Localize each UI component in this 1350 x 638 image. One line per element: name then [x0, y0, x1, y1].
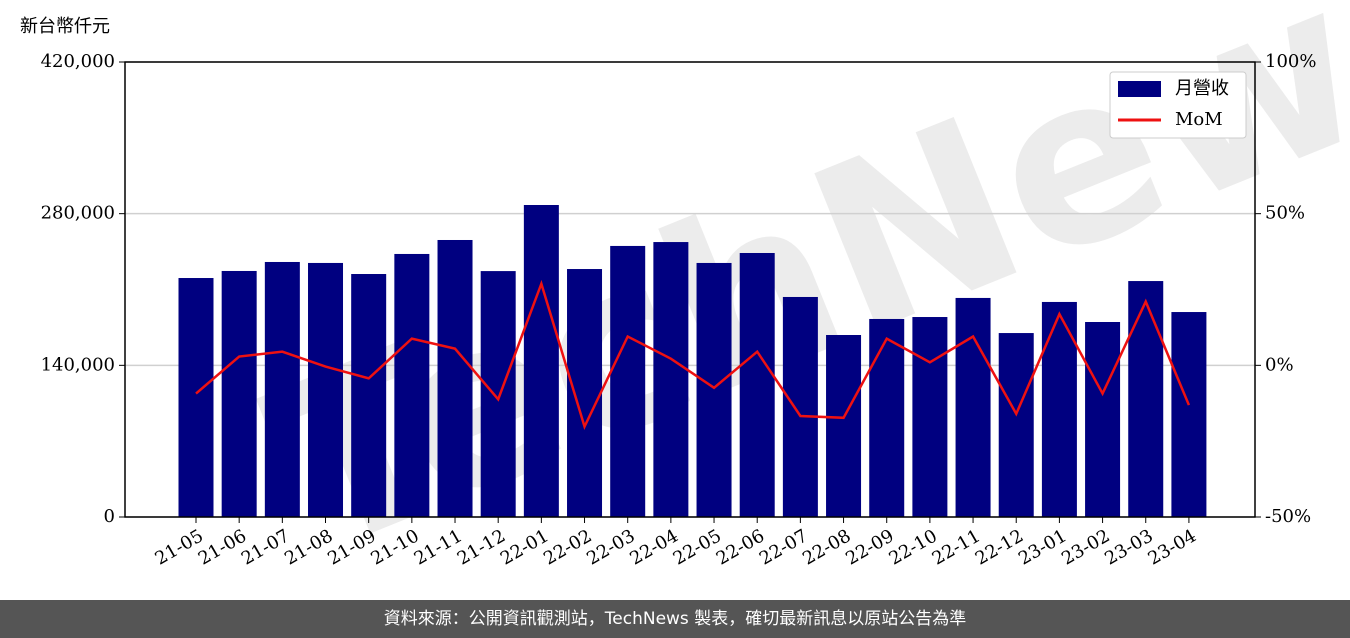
y2-tick-label: 0%	[1265, 354, 1294, 375]
bar	[437, 239, 473, 517]
x-tick-label: 23-01	[1015, 525, 1070, 569]
x-tick-label: 21-07	[238, 525, 293, 569]
x-tick-label: 22-03	[583, 525, 638, 569]
y-tick-label: 0	[104, 506, 115, 527]
x-tick-label: 21-06	[195, 525, 250, 569]
bar	[998, 333, 1034, 517]
bar	[1171, 312, 1207, 517]
y2-tick-label: 50%	[1265, 203, 1305, 224]
bar	[869, 318, 905, 517]
x-tick-label: 22-11	[929, 525, 984, 569]
y2-tick-label: -50%	[1265, 506, 1311, 527]
y2-tick-label: 100%	[1265, 51, 1316, 72]
x-tick-label: 22-05	[670, 525, 725, 569]
x-tick-label: 22-12	[972, 525, 1027, 569]
x-tick-label: 23-04	[1144, 525, 1199, 569]
bar	[308, 262, 344, 517]
bar	[826, 335, 862, 517]
bar	[610, 245, 646, 517]
x-tick-label: 23-03	[1101, 525, 1156, 569]
bar	[480, 271, 516, 517]
y-tick-label: 140,000	[41, 354, 115, 375]
bar	[221, 270, 257, 517]
legend-label: 月營收	[1175, 78, 1229, 99]
line	[195, 279, 1191, 431]
bar	[178, 278, 214, 517]
x-tick-label: 22-07	[756, 525, 811, 569]
chart: TechNews 新台幣仟元 0140,000280,000420,000-50…	[20, 0, 1350, 606]
x-tick-label: 22-08	[799, 525, 854, 569]
bar	[1085, 322, 1121, 517]
bar	[739, 252, 775, 517]
bar	[912, 317, 948, 517]
bar	[264, 261, 300, 517]
x-tick-label: 22-06	[713, 525, 768, 569]
bar	[394, 253, 430, 517]
bar	[1128, 281, 1164, 517]
bar	[523, 205, 559, 517]
x-tick-label: 23-02	[1058, 525, 1113, 569]
x-tick-label: 22-02	[540, 525, 595, 569]
bar	[567, 269, 603, 517]
x-tick-label: 21-05	[152, 525, 207, 569]
plot-frame	[124, 61, 1256, 518]
y-axis-label: 新台幣仟元	[20, 16, 110, 37]
bar	[653, 242, 689, 518]
legend-label: MoM	[1175, 109, 1223, 130]
bar	[696, 262, 732, 517]
x-tick-label: 22-09	[842, 525, 897, 569]
bar	[782, 296, 818, 517]
source-footer: 資料來源：公開資訊觀測站，TechNews 製表，確切最新訊息以原站公告為準	[0, 600, 1350, 638]
x-tick-label: 22-10	[885, 525, 940, 569]
y-tick-label: 420,000	[41, 51, 115, 72]
bar	[351, 274, 387, 517]
y-tick-label: 280,000	[41, 203, 115, 224]
legend: 月營收 MoM	[1109, 71, 1247, 139]
x-tick-label: 22-04	[626, 525, 681, 569]
bar	[955, 297, 991, 517]
legend-swatch	[1118, 81, 1161, 97]
